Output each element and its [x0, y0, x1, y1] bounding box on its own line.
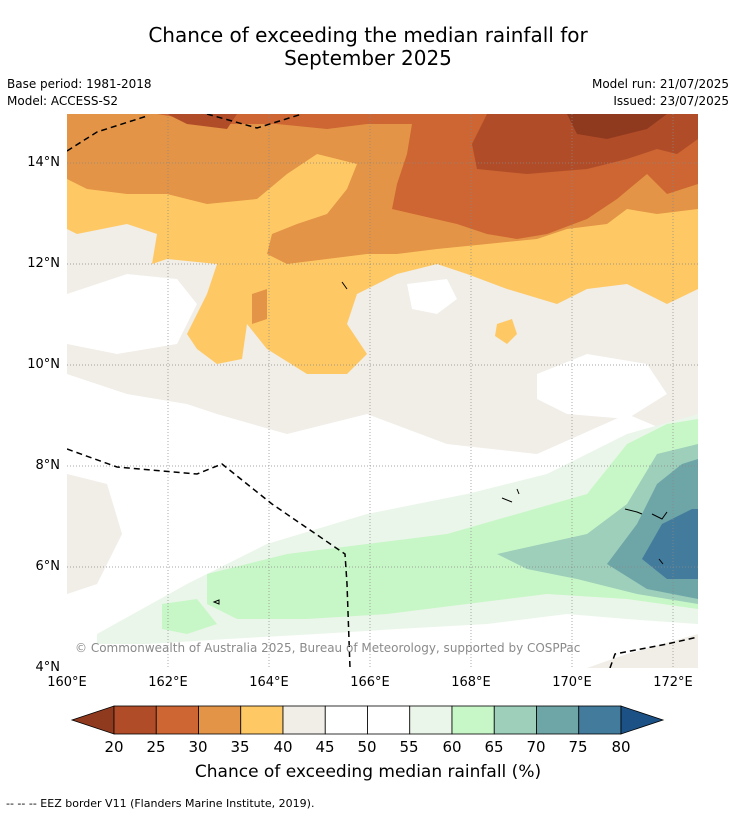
- eez-border: [67, 114, 698, 668]
- colorbar-segment: [198, 705, 242, 735]
- colorbar: [70, 705, 665, 735]
- chart-title-line1: Chance of exceeding the median rainfall …: [148, 23, 588, 47]
- colorbar-title: Chance of exceeding median rainfall (%): [194, 762, 542, 782]
- colorbar-extend-high: [620, 705, 665, 735]
- cbar-tick-35: 35: [230, 738, 250, 756]
- colorbar-segment: [367, 705, 411, 735]
- colorbar-segment: [282, 705, 326, 735]
- copyright-notice: © Commonwealth of Australia 2025, Bureau…: [75, 641, 581, 655]
- cbar-tick-65: 65: [484, 738, 504, 756]
- zone-35-patch: [252, 289, 267, 324]
- zone-20: [567, 114, 667, 139]
- base-period: Base period: 1981-2018: [7, 77, 152, 91]
- lat-tick-14: 14°N: [27, 155, 60, 170]
- colorbar-segment: [155, 705, 199, 735]
- cbar-tick-45: 45: [315, 738, 335, 756]
- cbar-tick-55: 55: [399, 738, 419, 756]
- rainfall-map: [67, 114, 698, 668]
- lon-tick-162: 162°E: [148, 675, 188, 690]
- lon-tick-166: 166°E: [350, 675, 390, 690]
- lat-tick-6: 6°N: [35, 559, 61, 574]
- colorbar-segment: [113, 705, 157, 735]
- colorbar-segment: [536, 705, 580, 735]
- eez-footnote: -- -- -- EEZ border V11 (Flanders Marine…: [6, 797, 315, 810]
- lon-tick-170: 170°E: [552, 675, 592, 690]
- lon-tick-168: 168°E: [451, 675, 491, 690]
- cbar-tick-20: 20: [104, 738, 124, 756]
- zone-50-b: [407, 279, 457, 314]
- cbar-tick-70: 70: [526, 738, 546, 756]
- cbar-tick-30: 30: [188, 738, 208, 756]
- graticule: [67, 114, 698, 668]
- issued-date: Issued: 23/07/2025: [613, 94, 729, 108]
- colorbar-segment: [451, 705, 495, 735]
- lat-tick-4: 4°N: [35, 660, 61, 675]
- lat-tick-12: 12°N: [27, 256, 60, 271]
- islands: [212, 281, 668, 605]
- lon-tick-164: 164°E: [249, 675, 289, 690]
- zone-50-a: [67, 274, 197, 354]
- colorbar-extend-low: [70, 705, 115, 735]
- cbar-tick-60: 60: [442, 738, 462, 756]
- zone-40-patch: [495, 319, 517, 344]
- lon-tick-160: 160°E: [47, 675, 87, 690]
- cbar-tick-50: 50: [357, 738, 377, 756]
- lon-tick-172: 172°E: [653, 675, 693, 690]
- cbar-tick-25: 25: [146, 738, 166, 756]
- colorbar-segment: [493, 705, 537, 735]
- colorbar-segment: [409, 705, 453, 735]
- zone-80: [642, 509, 698, 579]
- cbar-tick-75: 75: [568, 738, 588, 756]
- cbar-tick-40: 40: [273, 738, 293, 756]
- lat-tick-8: 8°N: [35, 458, 61, 473]
- model-name: Model: ACCESS-S2: [7, 94, 119, 108]
- model-run: Model run: 21/07/2025: [591, 77, 729, 91]
- colorbar-segment: [240, 705, 284, 735]
- zone-50-c: [537, 354, 667, 419]
- colorbar-segment: [578, 705, 622, 735]
- zone-65-w: [162, 599, 217, 634]
- zone-45-west: [67, 474, 122, 594]
- cbar-tick-80: 80: [611, 738, 631, 756]
- lat-tick-10: 10°N: [27, 357, 60, 372]
- colorbar-segment: [324, 705, 368, 735]
- chart-title-line2: September 2025: [284, 46, 452, 70]
